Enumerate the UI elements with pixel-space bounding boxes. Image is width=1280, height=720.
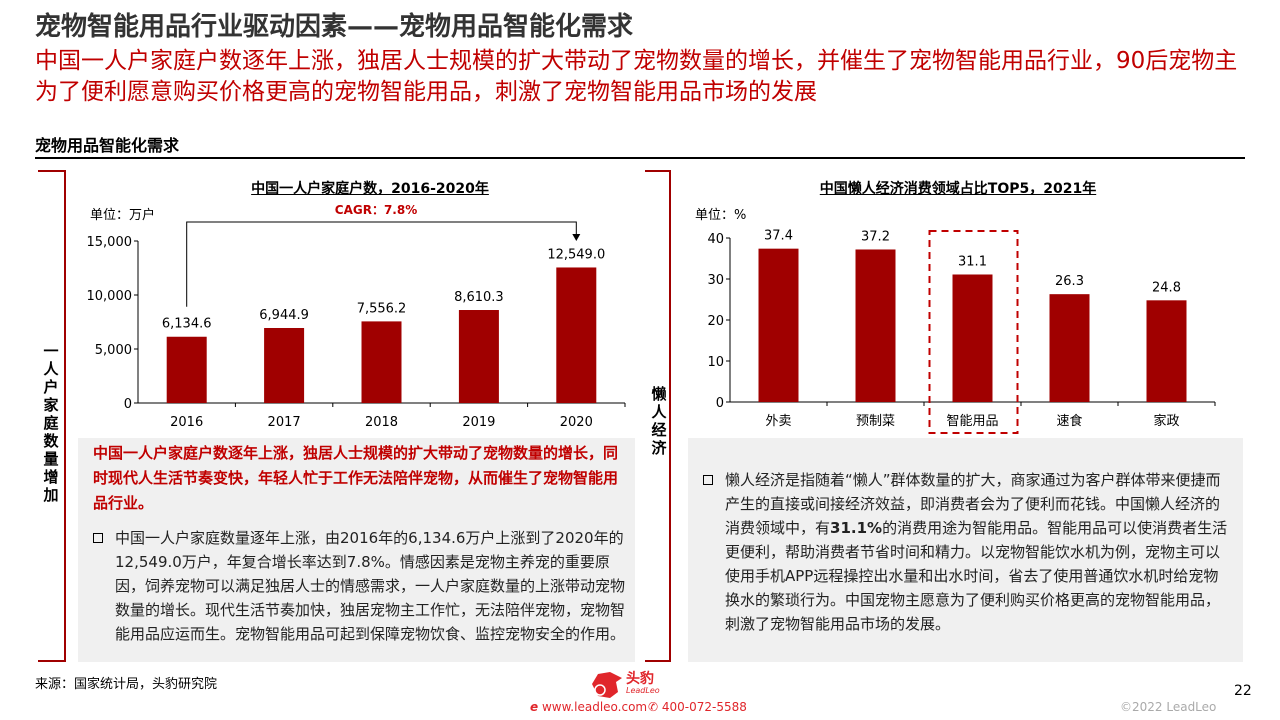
x-tick-label: 外卖: [765, 414, 791, 429]
right-bullet-bold: 31.1%: [830, 519, 883, 537]
data-label: 37.4: [764, 229, 793, 244]
left-bullet: 中国一人户家庭数量逐年上涨，由2016年的6,134.6万户上涨到了2020年的…: [93, 526, 625, 646]
logo-text: 头豹: [626, 671, 654, 687]
right-text-box: 懒人经济是指随着“懒人”群体数量的扩大，商家通过为客户群体带来便捷而产生的直接或…: [688, 438, 1243, 662]
source-note: 来源：国家统计局，头豹研究院: [35, 677, 218, 692]
ie-icon: e: [530, 700, 539, 714]
section-divider: [35, 157, 1245, 159]
data-label: 6,944.9: [259, 308, 309, 323]
left-highlight-text: 中国一人户家庭户数逐年上涨，独居人士规模的扩大带动了宠物数量的增长，同时现代人生…: [93, 444, 619, 512]
unit-right: 单位：%: [695, 208, 747, 223]
y-tick-label: 0: [124, 397, 132, 412]
x-tick-label: 家政: [1153, 413, 1179, 429]
x-tick-label: 2016: [170, 415, 203, 430]
leopard-logo-icon: [592, 672, 622, 698]
x-tick-label: 速食: [1056, 413, 1082, 429]
bar: [855, 249, 896, 402]
left-bracket-bottom: [38, 660, 66, 662]
data-label: 24.8: [1152, 280, 1181, 295]
phone-icon: ✆: [648, 700, 659, 714]
left-side-label: 一人户家庭数量增加: [43, 342, 59, 504]
x-tick-label: 2018: [365, 415, 398, 430]
arrow-down-icon: [572, 234, 581, 241]
right-bullet: 懒人经济是指随着“懒人”群体数量的扩大，商家通过为客户群体带来便捷而产生的直接或…: [703, 468, 1233, 636]
data-label: 6,134.6: [162, 317, 212, 332]
checkbox-bullet-icon: [93, 533, 103, 543]
data-label: 7,556.2: [357, 301, 407, 316]
page-subtitle: 中国一人户家庭户数逐年上涨，独居人士规模的扩大带动了宠物数量的增长，并催生了宠物…: [35, 48, 1238, 105]
section-title: 宠物用品智能化需求: [35, 136, 180, 155]
bar: [952, 274, 993, 402]
logo-subtext: LeadLeo: [626, 686, 660, 695]
bar: [556, 267, 597, 403]
phone-text: 400-072-5588: [661, 700, 747, 714]
phone: ✆ 400-072-5588: [648, 700, 747, 714]
y-tick-label: 40: [707, 232, 724, 247]
y-tick-label: 20: [707, 314, 724, 329]
bar: [264, 327, 305, 403]
left-bracket-top: [38, 170, 66, 172]
right-bar-chart: 0 10 20 30 40 37.4 外卖 37.2 预制菜 31.1 智能用品 26.3 速食 24.8…: [707, 229, 1216, 434]
left-text-box: 中国一人户家庭户数逐年上涨，独居人士规模的扩大带动了宠物数量的增长，同时现代人生…: [78, 438, 635, 662]
data-label: 26.3: [1055, 274, 1084, 289]
bar: [458, 310, 499, 403]
right-side-label: 懒人经济: [651, 385, 667, 457]
bar: [166, 336, 207, 403]
leadleo-logo: 头豹 LeadLeo: [588, 668, 678, 700]
bar: [758, 248, 799, 402]
x-tick-label: 2019: [462, 415, 495, 430]
checkbox-bullet-icon: [703, 475, 713, 485]
bar: [1049, 294, 1090, 402]
data-label: 31.1: [958, 254, 987, 269]
page-title: 宠物智能用品行业驱动因素——宠物用品智能化需求: [35, 12, 634, 42]
data-label: 8,610.3: [454, 290, 504, 305]
y-tick-label: 30: [707, 273, 724, 288]
website-link[interactable]: e www.leadleo.com: [530, 700, 647, 714]
y-tick-label: 0: [716, 396, 724, 411]
chart-title-left: 中国一人户家庭户数，2016-2020年: [251, 181, 489, 197]
x-tick-label: 智能用品: [946, 414, 998, 429]
page-number: 22: [1234, 683, 1252, 699]
x-tick-label: 2017: [268, 415, 301, 430]
data-label: 37.2: [861, 229, 890, 244]
data-label: 12,549.0: [547, 247, 605, 262]
y-tick-label: 15,000: [87, 235, 133, 250]
bar: [1146, 300, 1187, 402]
unit-left: 单位：万户: [90, 208, 156, 223]
y-tick-label: 10,000: [87, 289, 133, 304]
left-bracket: [64, 170, 66, 662]
cagr-label: CAGR：7.8%: [335, 203, 417, 217]
website-text: www.leadleo.com: [541, 700, 648, 714]
cagr-connector: [186, 221, 577, 307]
right-bullet-text: 懒人经济是指随着“懒人”群体数量的扩大，商家通过为客户群体带来便捷而产生的直接或…: [725, 471, 1221, 537]
x-tick-label: 预制菜: [856, 414, 895, 429]
left-bar-chart: 0 5,000 10,000 15,000 6,134.6 2016 6,944.9 2017…: [87, 203, 626, 430]
x-tick-label: 2020: [560, 415, 593, 430]
left-bullet-text: 中国一人户家庭数量逐年上涨，由2016年的6,134.6万户上涨到了2020年的…: [115, 529, 626, 643]
right-bullet-text-end: 的消费用途为智能用品。智能用品可以使消费者生活更便利，帮助消费者节省时间和精力。…: [725, 519, 1228, 633]
chart-title-right: 中国懒人经济消费领域占比TOP5，2021年: [819, 181, 1097, 197]
bar: [361, 321, 402, 403]
y-tick-label: 10: [707, 355, 724, 370]
right-bracket-bottom: [645, 660, 671, 662]
y-tick-label: 5,000: [95, 343, 132, 358]
right-bracket: [669, 170, 671, 662]
right-bracket-top: [645, 170, 671, 172]
copyright: ©2022 LeadLeo: [1120, 700, 1217, 714]
